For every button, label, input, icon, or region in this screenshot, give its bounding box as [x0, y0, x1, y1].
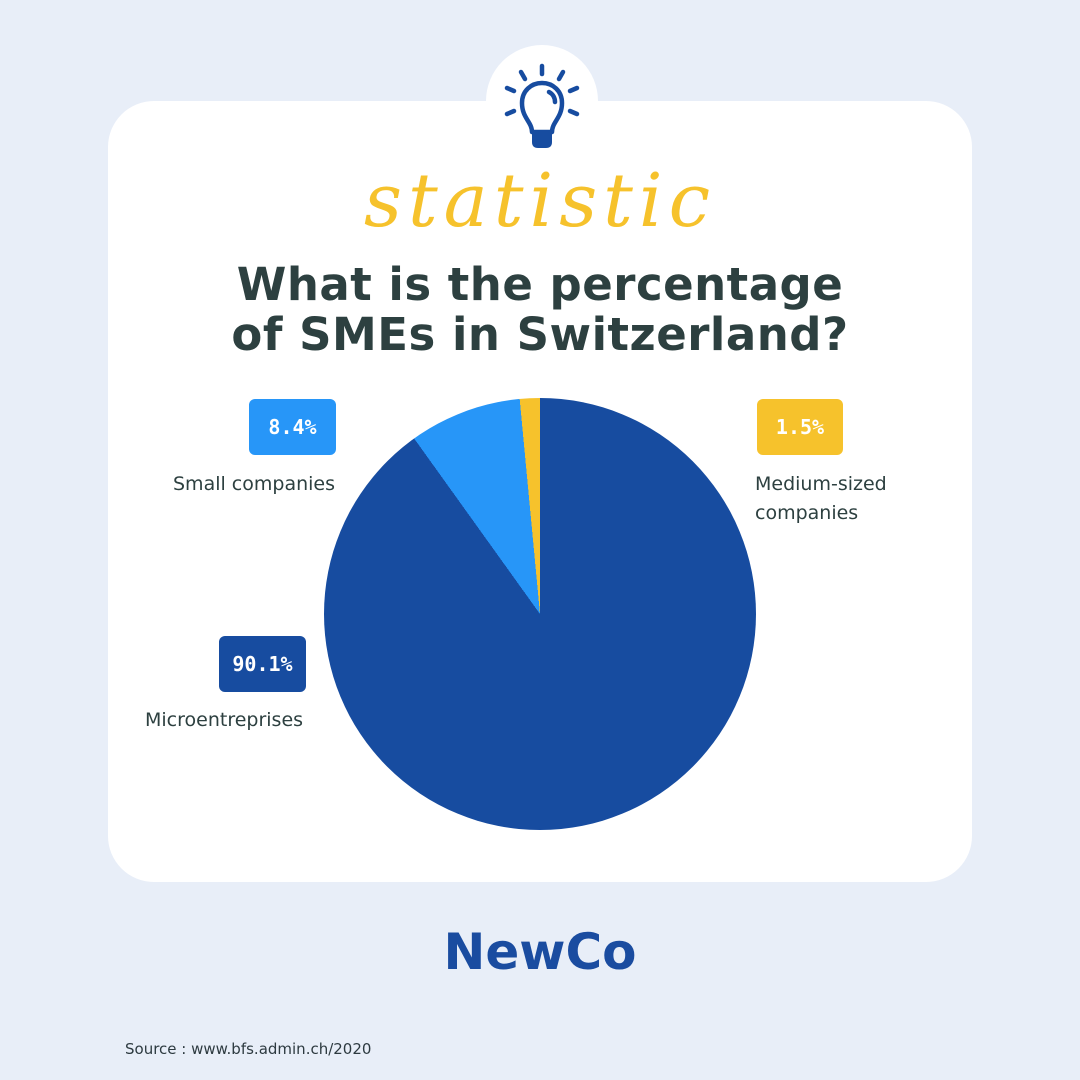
brand-logo: NewCo	[443, 923, 637, 981]
medium-label-line-2: companies	[755, 502, 859, 524]
kicker-text: statistic	[363, 158, 717, 244]
page-title: What is the percentage of SMEs in Switze…	[0, 260, 1080, 360]
small-companies-label: Small companies	[173, 473, 336, 495]
lightbulb-icon	[504, 63, 580, 148]
title-line-2: of SMEs in Switzerland?	[231, 308, 849, 361]
medium-companies-label: Medium-sized companies	[755, 470, 887, 528]
source-text: Source : www.bfs.admin.ch/2020	[125, 1040, 372, 1058]
pie-chart	[324, 398, 756, 830]
microentreprises-value-badge: 90.1%	[219, 636, 306, 692]
microentreprises-label: Microentreprises	[145, 709, 304, 731]
small-companies-value-badge: 8.4%	[249, 399, 336, 455]
medium-companies-value-badge: 1.5%	[757, 399, 843, 455]
title-line-1: What is the percentage	[236, 258, 844, 311]
medium-label-line-1: Medium-sized	[755, 473, 887, 495]
